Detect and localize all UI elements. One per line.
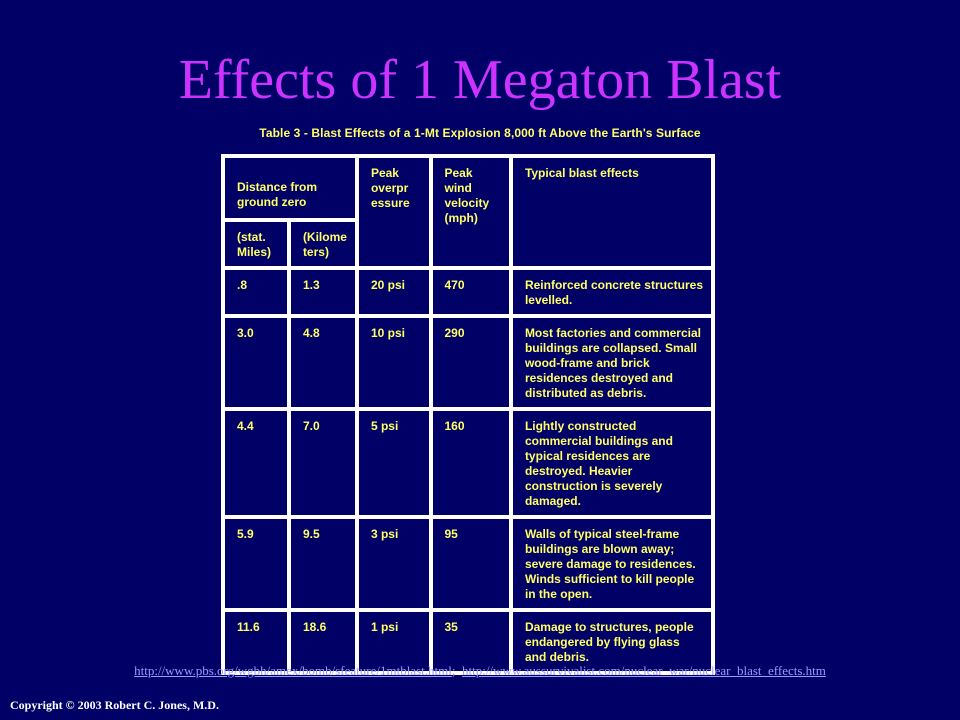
link-separator: ; (451, 663, 456, 678)
cell-km: 18.6 (288, 610, 357, 673)
cell-wind: 290 (430, 316, 511, 409)
cell-miles: 11.6 (223, 610, 289, 673)
cell-km: 4.8 (288, 316, 357, 409)
table-row: 5.9 9.5 3 psi 95 Walls of typical steel-… (223, 517, 713, 610)
header-kilometers: (Kilome ters) (288, 220, 357, 268)
table-row: 4.4 7.0 5 psi 160 Lightly constructed co… (223, 409, 713, 517)
cell-km: 9.5 (288, 517, 357, 610)
cell-effect: Reinforced concrete structures levelled. (510, 268, 713, 316)
cell-km: 7.0 (288, 409, 357, 517)
cell-miles: .8 (223, 268, 289, 316)
table-row: .8 1.3 20 psi 470 Reinforced concrete st… (223, 268, 713, 316)
cell-psi: 10 psi (356, 316, 431, 409)
cell-psi: 20 psi (356, 268, 431, 316)
cell-miles: 4.4 (223, 409, 289, 517)
header-wind-velocity: Peak wind velocity (mph) (430, 156, 511, 268)
cell-wind: 35 (430, 610, 511, 673)
cell-miles: 5.9 (223, 517, 289, 610)
cell-effect: Lightly constructed commercial buildings… (510, 409, 713, 517)
cell-km: 1.3 (288, 268, 357, 316)
copyright-notice: Copyright © 2003 Robert C. Jones, M.D. (10, 698, 219, 712)
source-links: http://www.pbs.org/wgbh/amex/bomb/sfeatu… (0, 663, 960, 679)
header-stat-miles: (stat. Miles) (223, 220, 289, 268)
header-overpressure: Peak overpr essure (356, 156, 431, 268)
header-effects: Typical blast effects (510, 156, 713, 268)
pbs-link[interactable]: http://www.pbs.org/wgbh/amex/bomb/sfeatu… (134, 663, 452, 678)
blast-effects-table: Distance from ground zero Peak overpr es… (221, 154, 715, 675)
cell-wind: 470 (430, 268, 511, 316)
cell-effect: Most factories and commercial buildings … (510, 316, 713, 409)
aussurvivalist-link[interactable]: http://www.aussurvivalist.com/nuclear_wa… (461, 663, 826, 678)
cell-wind: 95 (430, 517, 511, 610)
cell-wind: 160 (430, 409, 511, 517)
header-distance: Distance from ground zero (223, 156, 357, 220)
table-row: 3.0 4.8 10 psi 290 Most factories and co… (223, 316, 713, 409)
slide-title: Effects of 1 Megaton Blast (178, 49, 782, 111)
cell-psi: 5 psi (356, 409, 431, 517)
table-row: 11.6 18.6 1 psi 35 Damage to structures,… (223, 610, 713, 673)
cell-psi: 3 psi (356, 517, 431, 610)
cell-miles: 3.0 (223, 316, 289, 409)
cell-psi: 1 psi (356, 610, 431, 673)
cell-effect: Damage to structures, people endangered … (510, 610, 713, 673)
cell-effect: Walls of typical steel-frame buildings a… (510, 517, 713, 610)
table-caption: Table 3 - Blast Effects of a 1-Mt Explos… (259, 126, 701, 140)
